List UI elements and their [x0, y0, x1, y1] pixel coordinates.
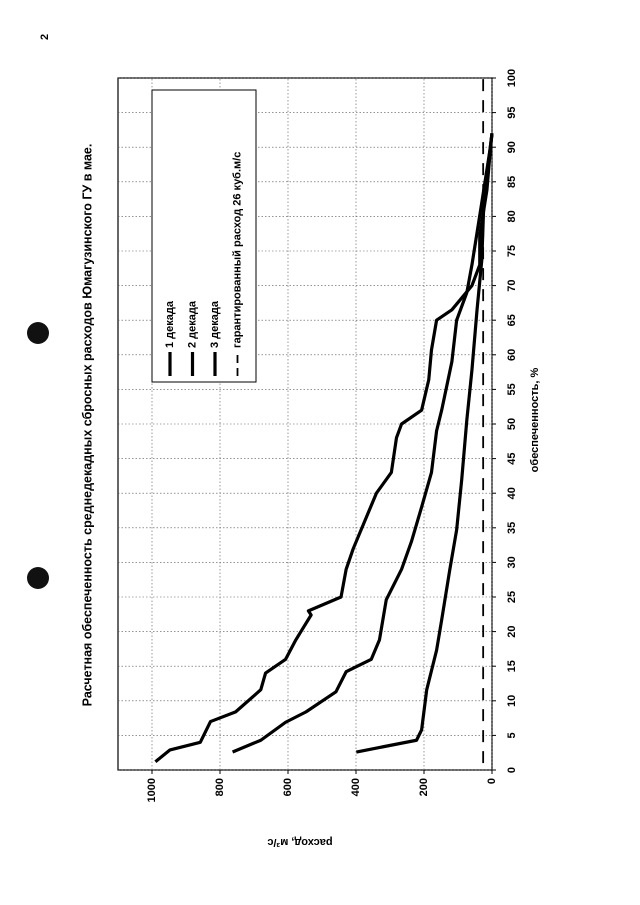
y-tick-label: 200 [418, 778, 430, 796]
x-tick-label: 5 [506, 732, 518, 738]
y-axis-label: расход, м³/с [267, 836, 332, 848]
x-tick-label: 55 [506, 383, 518, 395]
legend-label: 2 декада [186, 300, 198, 348]
x-tick-label: 65 [506, 314, 518, 326]
x-axis-label: обеспеченность, % [529, 367, 541, 472]
x-tick-label: 20 [506, 625, 518, 637]
x-tick-label: 15 [506, 660, 518, 672]
x-tick-label: 50 [506, 418, 518, 430]
x-tick-label: 70 [506, 279, 518, 291]
legend-label: 3 декада [209, 300, 221, 348]
y-tick-label: 1000 [146, 778, 158, 802]
x-tick-label: 90 [506, 141, 518, 153]
punch-hole [27, 322, 49, 344]
x-tick-label: 30 [506, 556, 518, 568]
y-tick-label: 600 [282, 778, 294, 796]
page-number: 2 [39, 34, 51, 40]
y-tick-label: 800 [214, 778, 226, 796]
x-tick-label: 10 [506, 695, 518, 707]
x-tick-label: 45 [506, 452, 518, 464]
x-tick-label: 80 [506, 210, 518, 222]
series-line [154, 133, 494, 763]
x-tick-label: 40 [506, 487, 518, 499]
x-tick-label: 85 [506, 176, 518, 188]
x-tick-label: 100 [506, 69, 518, 87]
punch-hole [27, 567, 49, 589]
y-tick-label: 0 [486, 778, 498, 784]
legend-box [151, 89, 257, 383]
legend-label: 1 декада [164, 300, 176, 348]
x-tick-label: 0 [506, 767, 518, 773]
x-tick-label: 75 [506, 245, 518, 257]
x-tick-label: 60 [506, 349, 518, 361]
x-tick-label: 95 [506, 106, 518, 118]
rotated-chart: 2 Расчетная обеспеченность среднедекадны… [39, 34, 541, 848]
x-tick-label: 25 [506, 591, 518, 603]
y-tick-label: 400 [350, 778, 362, 796]
x-tick-label: 35 [506, 522, 518, 534]
chart-title: Расчетная обеспеченность среднедекадных … [80, 144, 94, 707]
series-line [231, 133, 494, 754]
legend-label: гарантированный расход 26 куб.м/с [231, 152, 243, 348]
